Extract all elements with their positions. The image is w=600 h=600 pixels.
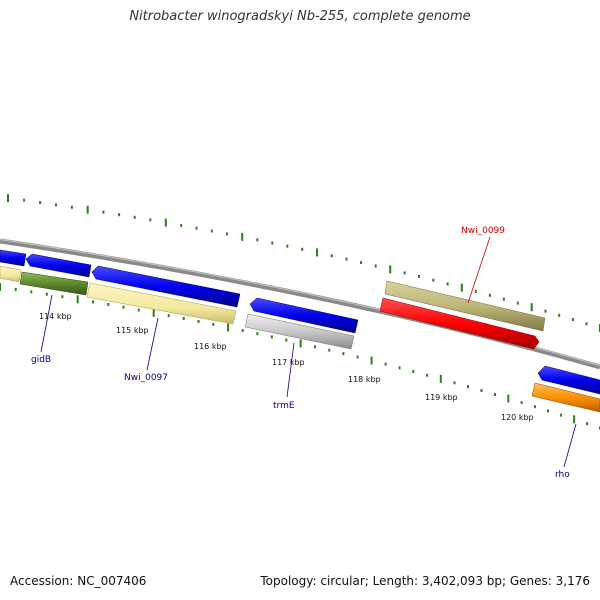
- ruler-label-116: 116 kbp: [194, 342, 227, 351]
- accession-text: Accession: NC_007406: [10, 574, 147, 588]
- leader-line-rho: [563, 423, 577, 468]
- gene-label-trmE[interactable]: trmE: [273, 401, 295, 411]
- leader-line-nwi-0097: [146, 317, 159, 371]
- ruler-label-119: 119 kbp: [425, 393, 458, 402]
- leader-line-gidB: [40, 294, 53, 353]
- gene-label-nwi-0097[interactable]: Nwi_0097: [124, 373, 168, 383]
- genome-backbone: [0, 238, 600, 370]
- genome-summary-text: Topology: circular; Length: 3,402,093 bp…: [260, 574, 590, 588]
- feature-blue-nwi-0097[interactable]: [91, 265, 241, 308]
- feature-gray-trmE[interactable]: [244, 313, 355, 350]
- feature-blue-gidB[interactable]: [25, 253, 92, 278]
- feature-blue-rho[interactable]: [537, 365, 600, 395]
- feature-blue-left-edge[interactable]: [0, 249, 27, 267]
- leader-line-nwi-0099: [467, 236, 491, 304]
- ruler-tick-ring: [0, 283, 600, 430]
- feature-red-nwi-0099[interactable]: [379, 297, 540, 350]
- ruler-label-120: 120 kbp: [501, 413, 534, 422]
- ruler-label-117: 117 kbp: [272, 358, 305, 367]
- map-title: Nitrobacter winogradskyi Nb-255, complet…: [129, 9, 471, 24]
- feature-yellow-nwi-0097[interactable]: [86, 282, 237, 325]
- ruler-label-118: 118 kbp: [348, 375, 381, 384]
- feature-orange-rho[interactable]: [531, 382, 600, 413]
- feature-olive-nwi-0099[interactable]: [384, 280, 546, 332]
- leader-line-trmE: [286, 342, 295, 398]
- feature-yellow-left-edge[interactable]: [0, 265, 22, 283]
- feature-green-gidB[interactable]: [19, 271, 89, 296]
- ruler-label-114: 114 kbp: [39, 312, 72, 321]
- ruler-label-115: 115 kbp: [116, 326, 149, 335]
- gene-label-nwi-0099[interactable]: Nwi_0099: [461, 226, 505, 236]
- feature-blue-trmE[interactable]: [249, 297, 359, 334]
- outer-tick-ring: [7, 194, 600, 332]
- gene-label-gidB[interactable]: gidB: [31, 355, 51, 365]
- gene-label-rho[interactable]: rho: [555, 470, 570, 480]
